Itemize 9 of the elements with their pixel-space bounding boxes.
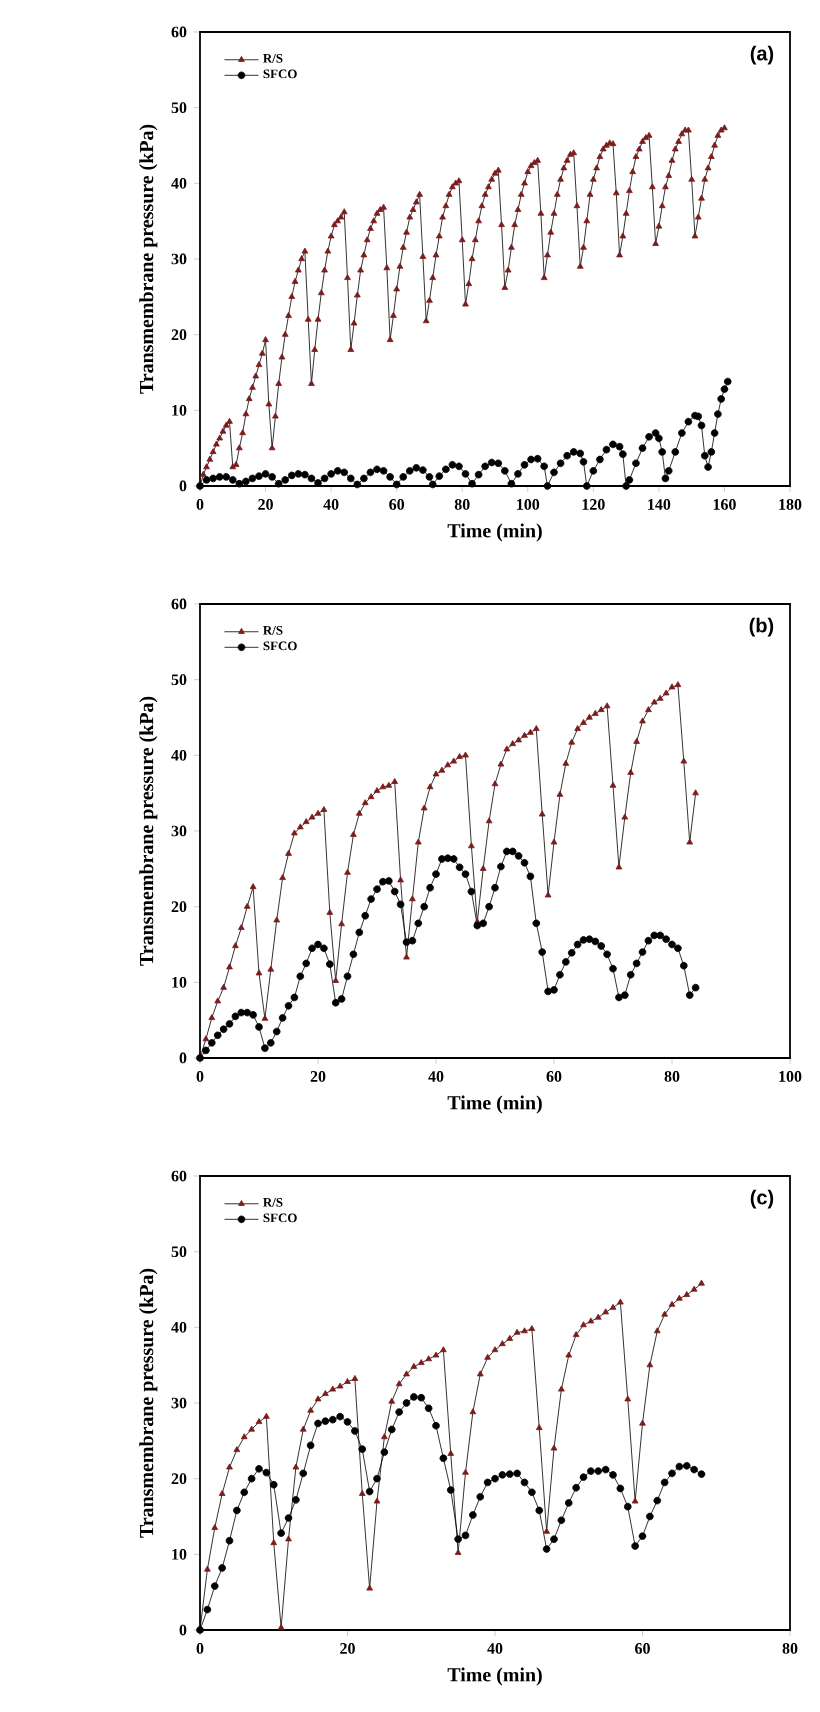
x-axis-title: Time (min) [447,1667,542,1686]
text: (c) [750,1189,774,1209]
x-axis-title: Time (min) [447,523,542,542]
y-axis-title: Transmembrane pressure (kPa) [139,696,158,966]
text: (b) [749,617,774,637]
y-axis-title: Transmembrane pressure (kPa) [139,124,158,394]
x-axis-title: Time (min) [447,1095,542,1114]
text: (a) [750,45,774,65]
y-axis-title: Transmembrane pressure (kPa) [139,1268,158,1538]
